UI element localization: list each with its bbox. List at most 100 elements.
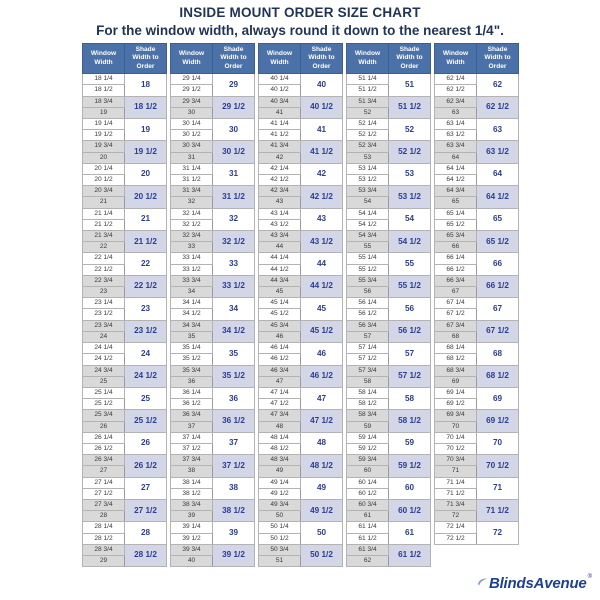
window-width-cell: 18 1/4 bbox=[82, 73, 125, 86]
table-row: 42 1/4 42 bbox=[258, 162, 343, 187]
window-width-cell: 37 3/4 bbox=[170, 454, 213, 467]
window-width-cell: 34 1/2 bbox=[170, 308, 213, 321]
table-row: 71 3/4 71 1/2 bbox=[434, 498, 519, 523]
window-width-cell: 24 3/4 bbox=[82, 364, 125, 377]
table-row: 26 1/4 26 bbox=[82, 431, 167, 456]
window-width-cell: 53 bbox=[346, 151, 389, 164]
window-width-cell: 29 1/4 bbox=[170, 73, 213, 86]
table-row: 45 3/4 45 1/2 bbox=[258, 319, 343, 344]
table-row: 72 1/2 bbox=[434, 532, 519, 545]
table-row: 26 bbox=[82, 420, 167, 433]
window-width-cell: 27 1/4 bbox=[82, 476, 125, 489]
shade-width-cell: 20 bbox=[124, 162, 167, 187]
shade-width-cell: 36 1/2 bbox=[212, 409, 255, 433]
window-width-cell: 45 1/2 bbox=[258, 308, 301, 321]
table-row: 20 3/4 20 1/2 bbox=[82, 185, 167, 209]
window-width-cell: 66 1/2 bbox=[434, 263, 477, 276]
brand-logo[interactable]: BlindsAvenue ® bbox=[477, 574, 592, 592]
shade-width-cell: 31 1/2 bbox=[212, 185, 255, 209]
shade-width-cell: 26 1/2 bbox=[124, 454, 167, 478]
window-width-cell: 43 bbox=[258, 196, 301, 209]
window-width-cell: 62 3/4 bbox=[434, 95, 477, 108]
window-width-cell: 53 1/2 bbox=[346, 174, 389, 187]
window-width-cell: 44 1/4 bbox=[258, 252, 301, 265]
window-width-cell: 26 1/4 bbox=[82, 431, 125, 444]
window-width-cell: 35 1/2 bbox=[170, 353, 213, 366]
shade-width-cell: 67 1/2 bbox=[476, 319, 519, 344]
table-row: 37 bbox=[170, 420, 255, 433]
table-row: 65 1/4 65 bbox=[434, 207, 519, 232]
table-row: 69 bbox=[434, 375, 519, 388]
window-width-cell: 36 3/4 bbox=[170, 409, 213, 422]
shade-width-cell: 34 1/2 bbox=[212, 319, 255, 344]
window-width-cell: 48 3/4 bbox=[258, 454, 301, 467]
window-width-cell: 37 1/4 bbox=[170, 431, 213, 444]
shade-width-cell: 28 1/2 bbox=[124, 543, 167, 568]
shade-width-cell: 64 1/2 bbox=[476, 185, 519, 209]
window-width-cell: 55 3/4 bbox=[346, 274, 389, 288]
window-width-cell: 64 1/4 bbox=[434, 162, 477, 176]
window-width-cell: 40 3/4 bbox=[258, 95, 301, 108]
table-row: 67 1/2 bbox=[434, 308, 519, 321]
table-row: 72 bbox=[434, 510, 519, 523]
window-width-cell: 71 3/4 bbox=[434, 498, 477, 512]
table-row: 19 1/2 bbox=[82, 129, 167, 142]
shade-width-cell: 43 1/2 bbox=[300, 230, 343, 254]
column-header-window-width: Window Width bbox=[170, 42, 213, 75]
table-row: 57 1/2 bbox=[346, 353, 431, 366]
table-row: 48 bbox=[258, 420, 343, 433]
window-width-cell: 52 1/2 bbox=[346, 129, 389, 142]
table-row: 45 1/2 bbox=[258, 308, 343, 321]
shade-width-cell: 57 1/2 bbox=[388, 364, 431, 388]
table-row: 38 3/4 38 1/2 bbox=[170, 498, 255, 523]
window-width-cell: 58 1/4 bbox=[346, 386, 389, 400]
window-width-cell: 61 1/4 bbox=[346, 521, 389, 534]
table-row: 55 3/4 55 1/2 bbox=[346, 274, 431, 299]
table-row: 35 3/4 35 1/2 bbox=[170, 364, 255, 388]
shade-width-cell: 69 1/2 bbox=[476, 409, 519, 433]
table-row: 64 1/4 64 bbox=[434, 162, 519, 187]
table-row: 69 3/4 69 1/2 bbox=[434, 409, 519, 433]
window-width-cell: 57 bbox=[346, 330, 389, 344]
table-row: 34 1/4 34 bbox=[170, 297, 255, 321]
window-width-cell: 58 bbox=[346, 375, 389, 388]
table-row: 65 3/4 65 1/2 bbox=[434, 230, 519, 254]
table-row: 51 bbox=[258, 554, 343, 568]
table-row: 51 1/4 51 bbox=[346, 73, 431, 97]
table-row: 65 1/2 bbox=[434, 218, 519, 232]
window-width-cell: 55 1/4 bbox=[346, 252, 389, 265]
size-chart-table: Window Width Shade Width to Order 62 1/4 62… bbox=[434, 42, 519, 545]
table-row: 70 1/4 70 bbox=[434, 431, 519, 456]
window-width-cell: 33 3/4 bbox=[170, 274, 213, 288]
table-row: 29 3/4 29 1/2 bbox=[170, 95, 255, 120]
shade-width-cell: 45 bbox=[300, 297, 343, 321]
table-row: 50 bbox=[258, 510, 343, 523]
window-width-cell: 21 bbox=[82, 196, 125, 209]
window-width-cell: 21 1/2 bbox=[82, 218, 125, 232]
shade-width-cell: 53 bbox=[388, 162, 431, 187]
shade-width-cell: 52 1/2 bbox=[388, 140, 431, 164]
window-width-cell: 35 1/4 bbox=[170, 342, 213, 355]
window-width-cell: 57 1/4 bbox=[346, 342, 389, 355]
table-row: 20 1/4 20 bbox=[82, 162, 167, 187]
table-row: 57 1/4 57 bbox=[346, 342, 431, 366]
table-row: 63 3/4 63 1/2 bbox=[434, 140, 519, 164]
window-width-cell: 20 bbox=[82, 151, 125, 164]
table-row: 65 bbox=[434, 196, 519, 209]
window-width-cell: 65 1/2 bbox=[434, 218, 477, 232]
table-row: 69 1/4 69 bbox=[434, 386, 519, 411]
table-row: 58 3/4 58 1/2 bbox=[346, 409, 431, 433]
window-width-cell: 34 bbox=[170, 286, 213, 299]
shade-width-cell: 60 bbox=[388, 476, 431, 500]
window-width-cell: 48 bbox=[258, 420, 301, 433]
window-width-cell: 72 1/2 bbox=[434, 532, 477, 545]
window-width-cell: 65 3/4 bbox=[434, 230, 477, 243]
window-width-cell: 30 1/4 bbox=[170, 118, 213, 131]
shade-width-cell: 35 1/2 bbox=[212, 364, 255, 388]
window-width-cell: 43 1/4 bbox=[258, 207, 301, 220]
window-width-cell: 23 3/4 bbox=[82, 319, 125, 332]
window-width-cell: 60 bbox=[346, 465, 389, 478]
window-width-cell: 19 bbox=[82, 106, 125, 120]
table-row: 61 3/4 61 1/2 bbox=[346, 543, 431, 568]
table-row: 66 1/2 bbox=[434, 263, 519, 276]
